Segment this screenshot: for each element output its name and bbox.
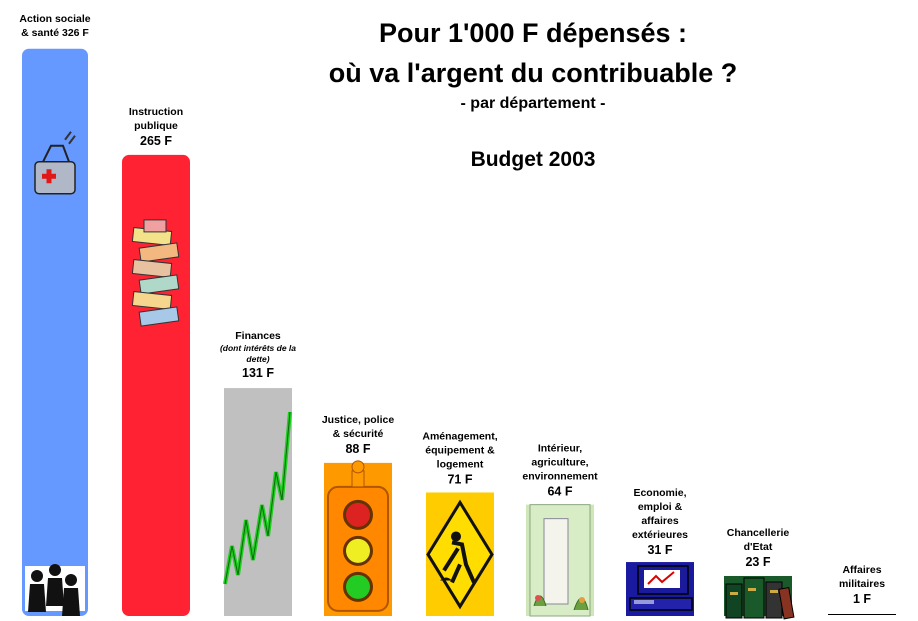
category-label-line: Aménagement, <box>422 430 497 442</box>
value-label: 131 F <box>242 366 274 380</box>
category-label-line: extérieures <box>632 529 688 541</box>
category-label-line: agriculture, <box>531 457 588 469</box>
books-stack-icon <box>131 219 180 327</box>
category-label-line: & sécurité <box>333 428 384 440</box>
garden-door-icon <box>529 504 591 617</box>
category-label-line: Chancellerie <box>727 527 790 539</box>
road-work-sign-icon <box>426 499 494 610</box>
bar-finances-dont-interets-de-la-dette <box>224 388 292 616</box>
labels-layer: Action sociale & santé 326 F Instruction pu… <box>19 13 885 606</box>
chart-title: Pour 1'000 F dépensés : où va l'argent d… <box>329 18 737 171</box>
category-label-line: d'Etat <box>744 541 773 553</box>
category-label-line: Action sociale <box>19 13 90 25</box>
category-label-line: Finances <box>235 330 281 342</box>
value-label: 265 F <box>140 134 172 148</box>
bar-action-sociale-sante <box>22 48 88 616</box>
medical-bag-icon <box>25 131 85 616</box>
category-label-line: équipement & <box>425 444 495 456</box>
category-label-line: emploi & <box>638 501 683 513</box>
title-line-2: où va l'argent du contribuable ? <box>329 58 737 88</box>
category-sublabel-line: dette) <box>246 354 269 364</box>
category-label-line: Economie, <box>633 487 686 499</box>
chart-subtitle: - par département - <box>461 95 606 112</box>
value-label: 88 F <box>345 442 370 456</box>
title-line-1: Pour 1'000 F dépensés : <box>379 18 687 48</box>
category-sublabel-line: (dont intérêts de la <box>220 343 296 353</box>
category-label-line: militaires <box>839 578 885 590</box>
category-label-line: Justice, police <box>322 414 395 426</box>
category-label-line: affaires <box>641 515 679 527</box>
category-label-line: publique <box>134 120 178 132</box>
bar-affaires-militaires <box>828 614 896 615</box>
value-label: 1 F <box>853 592 871 606</box>
category-label-line: Instruction <box>129 106 183 118</box>
value-label: 71 F <box>447 472 472 486</box>
value-label: 31 F <box>647 543 672 557</box>
category-label-line: Intérieur, <box>538 443 582 455</box>
rising-graph-icon <box>223 411 292 585</box>
value-label: 64 F <box>547 485 572 499</box>
category-label-line: Affaires <box>842 564 881 576</box>
traffic-light-icon <box>327 460 389 612</box>
ledger-books-icon <box>725 577 795 620</box>
icons-layer <box>25 131 795 620</box>
value-label: 23 F <box>745 555 770 569</box>
category-label-line: & santé 326 F <box>21 27 89 39</box>
category-label-line: environnement <box>522 471 598 483</box>
category-label-line: logement <box>437 458 484 470</box>
computer-icon <box>629 565 693 611</box>
budget-label: Budget 2003 <box>471 148 596 171</box>
